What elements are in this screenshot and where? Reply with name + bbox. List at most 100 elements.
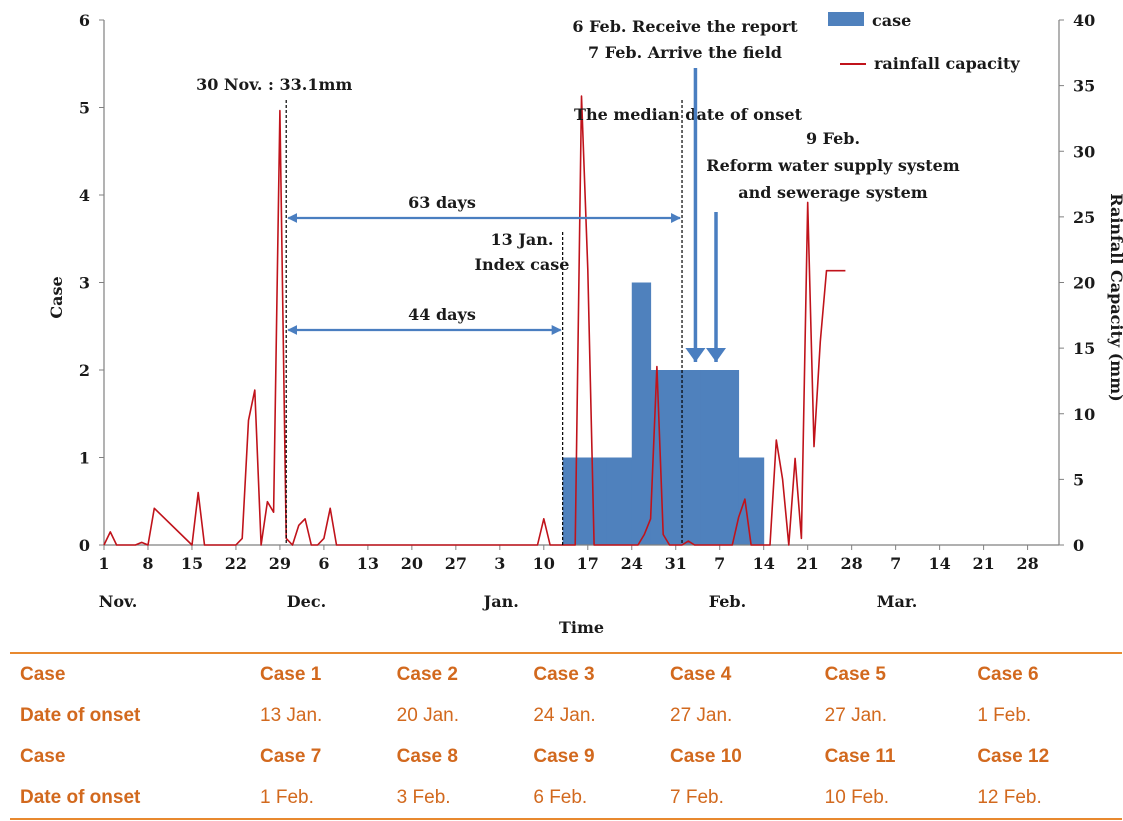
x-tick-label: 28	[841, 554, 863, 573]
table-cell: Case 2	[386, 652, 524, 695]
table-cell: Case 7	[260, 745, 322, 767]
table-cell: Case 12	[977, 745, 1050, 767]
x-tick-label: 20	[401, 554, 423, 573]
y-left-axis-title: Case	[47, 276, 66, 318]
table-cell: 24 Jan.	[533, 704, 596, 726]
y-left-tick-label: 6	[79, 11, 90, 30]
table-cell: Case 1	[250, 652, 387, 695]
annotation-index-date: 13 Jan.	[491, 230, 554, 249]
y-right-axis-title: Rainfall Capacity (mm)	[1107, 193, 1123, 401]
onset-table: Case Case 1 Case 2 Case 3 Case 4 Case 5 Case 6…	[10, 652, 1122, 820]
legend-rainfall-label: rainfall capacity	[874, 54, 1020, 73]
y-left-tick-label: 2	[79, 361, 90, 380]
table-cell: 7 Feb.	[660, 777, 815, 820]
x-month-label: Jan.	[482, 592, 519, 611]
span-label-63-days: 63 days	[408, 193, 476, 212]
table-cell: 13 Jan.	[260, 704, 323, 726]
y-right-tick-label: 40	[1073, 11, 1095, 30]
case-bar	[562, 457, 608, 545]
rainfall-line	[103, 95, 846, 546]
case-bar	[700, 370, 740, 545]
table-row: Date of onset 13 Jan. 20 Jan. 24 Jan. 27 Jan…	[10, 695, 1122, 736]
table-cell: 1 Feb.	[977, 704, 1032, 726]
table-cell: 27 Jan.	[824, 704, 887, 726]
table-cell: 1 Feb.	[250, 777, 387, 820]
table-cell: 20 Jan.	[396, 704, 459, 726]
x-tick-label: 21	[797, 554, 819, 573]
y-right-tick-label: 25	[1073, 208, 1095, 227]
table-cell: Case 5	[814, 652, 968, 695]
annotation-arrive-label: 7 Feb. Arrive the field	[588, 43, 782, 62]
annotation-reform-date: 9 Feb.	[806, 129, 860, 148]
y-left-tick-label: 1	[79, 449, 90, 468]
x-tick-label: 7	[714, 554, 725, 573]
x-tick-label: 21	[972, 554, 994, 573]
case-bar	[738, 457, 765, 545]
annotation-report-label: 6 Feb. Receive the report	[572, 17, 798, 36]
table-cell: Case 9	[533, 745, 595, 767]
table-row-header: Date of onset	[10, 777, 250, 820]
case-bar	[631, 282, 652, 545]
x-tick-label: 31	[665, 554, 687, 573]
table-cell: Case 3	[523, 652, 661, 695]
table-row: Case Case 7 Case 8 Case 9 Case 10 Case 11 Case…	[10, 736, 1122, 777]
table-cell: 6 Feb.	[523, 777, 661, 820]
table-row-header: Case	[20, 745, 66, 767]
y-right-tick-label: 20	[1073, 274, 1095, 293]
y-right-tick-label: 0	[1073, 536, 1084, 555]
y-left-tick-label: 5	[79, 99, 90, 118]
table-cell: Case 8	[396, 745, 458, 767]
x-tick-label: 1	[98, 554, 109, 573]
x-month-label: Dec.	[287, 592, 326, 611]
x-tick-label: 3	[494, 554, 505, 573]
y-right-tick-label: 30	[1073, 142, 1095, 161]
y-right-tick-label: 5	[1073, 470, 1084, 489]
annotation-peak-label: 30 Nov. : 33.1mm	[196, 75, 352, 94]
x-axis-title: Time	[559, 618, 604, 637]
y-right-tick-label: 15	[1073, 339, 1095, 358]
y-left-tick-label: 0	[79, 536, 90, 555]
case-bar	[606, 457, 633, 545]
table-row: Case Case 1 Case 2 Case 3 Case 4 Case 5 Case 6	[10, 652, 1122, 695]
y-right-tick-label: 35	[1073, 77, 1095, 96]
table-cell: 27 Jan.	[670, 704, 733, 726]
table-cell: Case 10	[670, 745, 742, 767]
table-cell: 10 Feb.	[814, 777, 968, 820]
x-tick-label: 6	[318, 554, 329, 573]
x-tick-label: 14	[753, 554, 775, 573]
annotation-reform-label-2: and sewerage system	[738, 183, 928, 202]
table-row: Date of onset 1 Feb. 3 Feb. 6 Feb. 7 Feb. 10 …	[10, 777, 1122, 820]
span-label-44-days: 44 days	[408, 305, 476, 324]
x-tick-label: 14	[928, 554, 950, 573]
x-tick-label: 13	[357, 554, 379, 573]
case-bar	[682, 370, 702, 545]
legend-case-swatch	[828, 12, 864, 26]
table-cell: Case 4	[660, 652, 815, 695]
annotation-reform-label: Reform water supply system	[706, 156, 960, 175]
y-left-tick-label: 3	[79, 274, 90, 293]
x-month-label: Nov.	[99, 592, 138, 611]
x-month-label: Feb.	[709, 592, 746, 611]
y-right-tick-label: 10	[1073, 405, 1095, 424]
x-tick-label: 24	[621, 554, 643, 573]
table-row-header: Case	[10, 652, 250, 695]
x-tick-label: 10	[533, 554, 555, 573]
x-tick-label: 22	[225, 554, 247, 573]
y-left-tick-label: 4	[79, 186, 90, 205]
table-cell: 3 Feb.	[386, 777, 524, 820]
table-cell: Case 6	[967, 652, 1122, 695]
x-tick-label: 17	[577, 554, 599, 573]
x-tick-label: 15	[181, 554, 203, 573]
annotation-index-label: Index case	[475, 255, 570, 274]
x-tick-label: 28	[1016, 554, 1038, 573]
x-tick-label: 27	[445, 554, 467, 573]
table-row-header: Date of onset	[20, 704, 141, 726]
legend-case-label: case	[872, 11, 911, 30]
table-cell: Case 11	[824, 745, 896, 767]
table-cell: 12 Feb.	[967, 777, 1122, 820]
x-tick-label: 7	[890, 554, 901, 573]
annotation-median-label: The median date of onset	[574, 105, 803, 124]
x-month-label: Mar.	[877, 592, 918, 611]
x-tick-label: 29	[269, 554, 291, 573]
